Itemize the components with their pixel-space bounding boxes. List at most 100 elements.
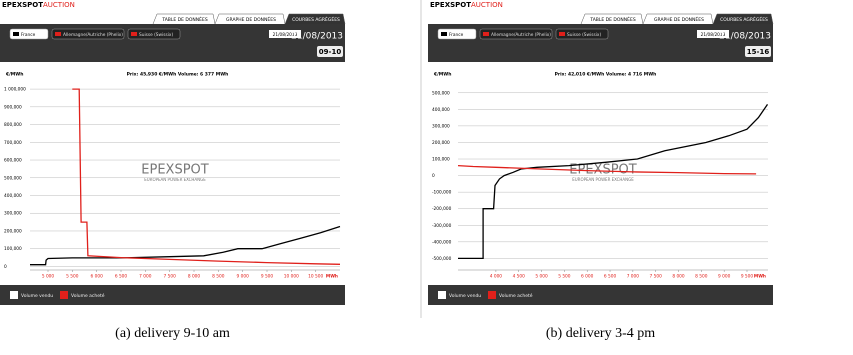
legend-bar — [428, 285, 773, 305]
legend-label: Volume acheté — [499, 292, 533, 299]
x-tick-label: 8 000 — [672, 274, 685, 280]
x-tick-label: 9 000 — [237, 274, 250, 280]
date-input[interactable] — [269, 30, 301, 38]
watermark-sub: EUROPEAN POWER EXCHANGE — [572, 177, 634, 182]
caption: (b) delivery 3-4 pm — [546, 326, 655, 341]
date-display: 21/08/2013 — [291, 32, 343, 42]
x-tick-label: 5 500 — [558, 274, 571, 280]
brand-name: EPEXSPOT — [430, 1, 471, 9]
tab-label: TABLE DE DONNÉES — [161, 15, 208, 23]
y-tick-label: 300,000 — [4, 211, 22, 217]
flag — [441, 32, 447, 36]
tab-label: COURBES AGRÉGÉES — [720, 15, 768, 23]
x-tick-label: 8 500 — [695, 274, 708, 280]
y-unit: €/MWh — [433, 72, 451, 78]
tab[interactable] — [214, 13, 286, 25]
legend-swatch — [10, 291, 18, 299]
market-button-label: Allemagne/Autriche (Phelix) — [491, 32, 551, 38]
market-button-label: Suisse (Swissix) — [139, 32, 173, 38]
y-tick-label: 500,000 — [4, 175, 22, 181]
y-tick-label: 700,000 — [4, 140, 22, 146]
tab[interactable] — [712, 13, 774, 25]
x-tick-label: 4 000 — [490, 274, 503, 280]
date-input-text: 21/08/2013 — [273, 32, 298, 38]
series-line — [458, 104, 769, 260]
market-button-label: Suisse (Swissix) — [567, 32, 601, 38]
y-tick-label: -500,000 — [432, 256, 452, 262]
x-tick-label: 5 000 — [535, 274, 548, 280]
x-unit: MWh — [754, 274, 766, 280]
date-input[interactable] — [697, 30, 729, 38]
x-tick-label: 7 500 — [164, 274, 177, 280]
tab[interactable] — [642, 13, 714, 25]
flag — [55, 32, 61, 36]
market-button[interactable] — [555, 28, 609, 40]
y-tick-label: 0 — [432, 173, 435, 179]
x-tick-label: 9 000 — [718, 274, 731, 280]
y-tick-label: 600,000 — [4, 158, 22, 164]
market-button[interactable] — [479, 28, 553, 40]
watermark: EPEXSPOT — [141, 163, 208, 178]
flag — [559, 32, 565, 36]
tab-label: GRAPHE DE DONNÉES — [654, 15, 704, 23]
market-button[interactable] — [9, 28, 49, 40]
y-tick-label: 1 000,000 — [4, 87, 26, 93]
x-tick-label: 5 000 — [42, 274, 55, 280]
y-tick-label: 300,000 — [432, 123, 450, 129]
legend-swatch — [60, 291, 68, 299]
flag — [13, 32, 19, 36]
x-tick-label: 8 000 — [188, 274, 201, 280]
x-tick-label: 5 500 — [66, 274, 79, 280]
y-unit: €/MWh — [5, 72, 23, 78]
series-line — [457, 164, 757, 175]
x-tick-label: 6 000 — [581, 274, 594, 280]
legend-swatch — [488, 291, 496, 299]
brand: EPEXSPOTAUCTION — [430, 1, 503, 9]
x-tick-label: 7 000 — [627, 274, 640, 280]
brand: EPEXSPOTAUCTION — [2, 1, 75, 9]
y-tick-label: 500,000 — [432, 90, 450, 96]
y-tick-label: -400,000 — [432, 239, 452, 245]
x-tick-label: 7 500 — [650, 274, 663, 280]
x-tick-label: 6 500 — [604, 274, 617, 280]
x-tick-label: 10 500 — [308, 274, 323, 280]
y-tick-label: 100,000 — [432, 157, 450, 163]
x-tick-label: 9 500 — [261, 274, 274, 280]
hour-box[interactable] — [317, 46, 343, 57]
hour-label: 09-10 — [319, 48, 342, 56]
x-tick-label: 10 000 — [284, 274, 299, 280]
legend-label: Volume vendu — [21, 293, 53, 299]
brand-suffix: AUCTION — [43, 1, 75, 9]
hour-label: 15-16 — [747, 48, 770, 56]
flag — [131, 32, 137, 36]
subtitle: Prix: 45,930 €/MWh Volume: 6 377 MWh — [127, 72, 229, 78]
market-button[interactable] — [127, 28, 181, 40]
y-tick-label: -200,000 — [432, 206, 452, 212]
tab-label: GRAPHE DE DONNÉES — [226, 15, 276, 23]
market-button[interactable] — [437, 28, 477, 40]
market-button[interactable] — [51, 28, 125, 40]
x-tick-label: 9 500 — [741, 274, 754, 280]
tab-label: COURBES AGRÉGÉES — [292, 15, 340, 23]
hour-box[interactable] — [745, 46, 771, 57]
series-line — [72, 88, 341, 265]
legend-label: Volume acheté — [71, 292, 105, 299]
tab[interactable] — [152, 13, 216, 25]
x-tick-label: 7 000 — [139, 274, 152, 280]
x-tick-label: 6 500 — [115, 274, 128, 280]
y-tick-label: -100,000 — [432, 190, 452, 196]
tab-label: TABLE DE DONNÉES — [589, 15, 636, 23]
legend-swatch — [438, 291, 446, 299]
watermark-sub: EUROPEAN POWER EXCHANGE — [144, 177, 206, 182]
tab[interactable] — [580, 13, 644, 25]
market-button-label: Allemagne/Autriche (Phelix) — [63, 32, 123, 38]
flag — [483, 32, 489, 36]
x-tick-label: 4 500 — [513, 274, 526, 280]
brand-name: EPEXSPOT — [2, 1, 43, 9]
tab[interactable] — [284, 13, 346, 25]
y-tick-label: 400,000 — [432, 107, 450, 113]
subtitle: Prix: 42,010 €/MWh Volume: 4 716 MWh — [555, 72, 657, 78]
date-input-text: 21/08/2013 — [701, 32, 726, 38]
y-tick-label: 200,000 — [4, 228, 22, 234]
